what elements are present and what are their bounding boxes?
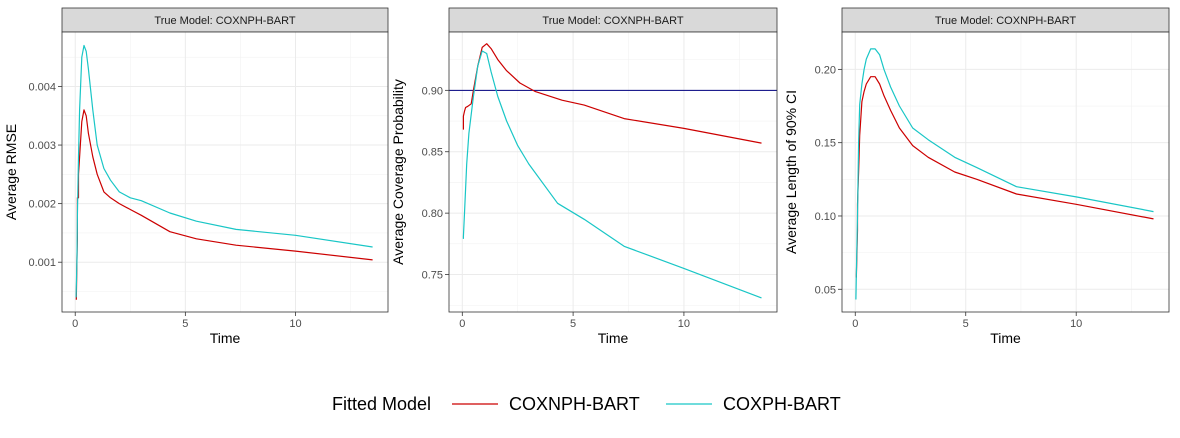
panel-border bbox=[61, 31, 389, 313]
x-tick-label: 0 bbox=[459, 318, 465, 330]
y-tick-label: 0.004 bbox=[28, 81, 56, 93]
y-tick-label: 0.90 bbox=[422, 85, 443, 97]
panel-strip bbox=[61, 7, 389, 33]
x-tick-label: 10 bbox=[1070, 318, 1082, 330]
y-tick-label: 0.15 bbox=[815, 138, 836, 150]
y-tick-label: 0.75 bbox=[422, 270, 443, 282]
y-tick-label: 0.10 bbox=[815, 211, 836, 223]
panel-strip-label: True Model: COXNPH-BART bbox=[542, 15, 683, 27]
panel-2: True Model: COXNPH-BART 0 5 10 0.75 0.80 0.85 0… bbox=[390, 7, 778, 346]
y-tick-label: 0.20 bbox=[815, 64, 836, 76]
plot-area bbox=[449, 32, 777, 312]
series-line-coxph-bart bbox=[855, 48, 1154, 300]
legend-title: Fitted Model bbox=[332, 394, 431, 414]
x-tick-label: 10 bbox=[678, 318, 690, 330]
x-tick-label: 5 bbox=[182, 318, 188, 330]
y-axis-title: Average Length of 90% CI bbox=[783, 90, 799, 254]
panel-border bbox=[448, 31, 778, 313]
y-tick-label: 0.001 bbox=[28, 257, 56, 269]
x-tick-label: 0 bbox=[852, 318, 858, 330]
panel-3: True Model: COXNPH-BART 0 5 10 0.05 0.10 0.15 0… bbox=[783, 7, 1170, 346]
x-tick-label: 5 bbox=[963, 318, 969, 330]
plot-area bbox=[842, 32, 1169, 312]
panel-strip-label: True Model: COXNPH-BART bbox=[935, 15, 1076, 27]
panel-strip bbox=[841, 7, 1170, 33]
panel-1: True Model: COXNPH-BART 0 5 10 0.001 0.002 0.0… bbox=[3, 7, 389, 346]
y-axis-title: Average RMSE bbox=[3, 124, 19, 220]
plot-area bbox=[62, 32, 388, 312]
legend-label-coxnph-bart: COXNPH-BART bbox=[509, 394, 640, 414]
panels: True Model: COXNPH-BART 0 5 10 0.001 0.002 0.0… bbox=[3, 7, 1170, 346]
x-tick-label: 5 bbox=[570, 318, 576, 330]
panel-strip-label: True Model: COXNPH-BART bbox=[154, 15, 295, 27]
y-axis-title: Average Coverage Probability bbox=[390, 79, 406, 265]
series-line-coxnph-bart bbox=[462, 43, 762, 144]
legend-label-coxph-bart: COXPH-BART bbox=[723, 394, 841, 414]
series-line-coxph-bart bbox=[462, 50, 762, 299]
y-tick-label: 0.05 bbox=[815, 284, 836, 296]
panel-border bbox=[841, 31, 1170, 313]
panel-strip bbox=[448, 7, 778, 33]
x-axis-title: Time bbox=[210, 330, 241, 346]
x-axis-title: Time bbox=[598, 330, 629, 346]
x-tick-label: 0 bbox=[72, 318, 78, 330]
x-tick-label: 10 bbox=[289, 318, 301, 330]
y-tick-label: 0.85 bbox=[422, 147, 443, 159]
series-line-coxph-bart bbox=[75, 44, 373, 298]
legend: Fitted Model COXNPH-BART COXPH-BART bbox=[332, 394, 841, 414]
y-tick-label: 0.80 bbox=[422, 208, 443, 220]
y-tick-label: 0.003 bbox=[28, 140, 56, 152]
y-tick-label: 0.002 bbox=[28, 199, 56, 211]
x-axis-title: Time bbox=[990, 330, 1021, 346]
